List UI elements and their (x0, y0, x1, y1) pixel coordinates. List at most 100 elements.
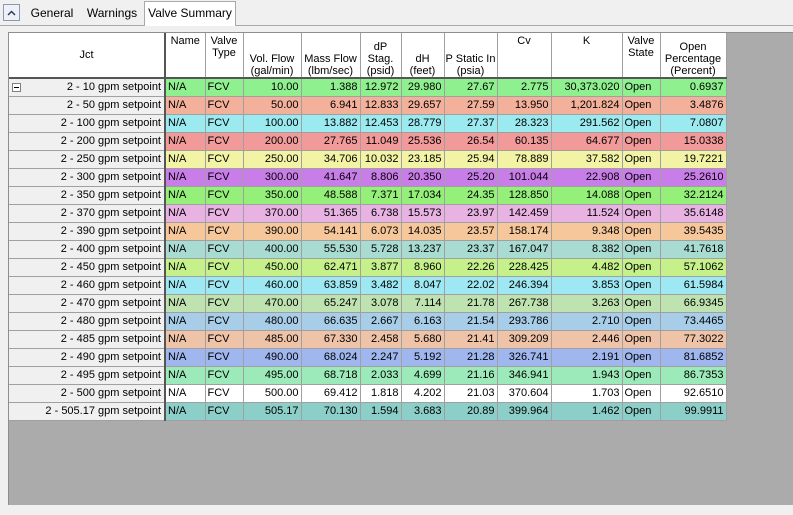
cell-name[interactable]: N/A (165, 150, 206, 169)
cell-name[interactable]: N/A (165, 186, 206, 205)
cell-vol-flow[interactable]: 460.00 (243, 276, 302, 295)
table-row[interactable]: 2 - 50 gpm setpoint N/A FCV 50.00 6.941 12.83… (9, 96, 727, 115)
cell-cv[interactable]: 2.775 (497, 78, 552, 97)
cell-cv[interactable]: 78.889 (497, 150, 552, 169)
cell-dp-stag[interactable]: 7.371 (360, 186, 402, 205)
cell-cv[interactable]: 167.047 (497, 240, 552, 259)
cell-dh[interactable]: 5.192 (401, 348, 445, 367)
row-header-jct[interactable]: 2 - 470 gpm setpoint (9, 294, 166, 313)
row-header-jct[interactable]: 2 - 200 gpm setpoint (9, 132, 166, 151)
table-row[interactable]: 2 - 470 gpm setpoint N/A FCV 470.00 65.247 3.… (9, 294, 727, 313)
cell-dh[interactable]: 6.163 (401, 312, 445, 331)
row-header-jct[interactable]: 2 - 495 gpm setpoint (9, 366, 166, 385)
cell-dh[interactable]: 25.536 (401, 132, 445, 151)
cell-k[interactable]: 1.943 (551, 366, 623, 385)
cell-cv[interactable]: 228.425 (497, 258, 552, 277)
cell-open-percentage[interactable]: 77.3022 (660, 330, 727, 349)
cell-dp-stag[interactable]: 6.738 (360, 204, 402, 223)
cell-dh[interactable]: 7.114 (401, 294, 445, 313)
cell-open-percentage[interactable]: 57.1062 (660, 258, 727, 277)
cell-cv[interactable]: 13.950 (497, 96, 552, 115)
cell-dh[interactable]: 4.699 (401, 366, 445, 385)
row-header-jct[interactable]: 2 - 350 gpm setpoint (9, 186, 166, 205)
cell-name[interactable]: N/A (165, 402, 206, 421)
cell-dp-stag[interactable]: 3.078 (360, 294, 402, 313)
cell-open-percentage[interactable]: 73.4465 (660, 312, 727, 331)
cell-name[interactable]: N/A (165, 168, 206, 187)
cell-open-percentage[interactable]: 86.7353 (660, 366, 727, 385)
tab-valve-summary[interactable]: Valve Summary (144, 1, 236, 26)
cell-valve-state[interactable]: Open (622, 366, 661, 385)
cell-valve-state[interactable]: Open (622, 258, 661, 277)
cell-mass-flow[interactable]: 41.647 (301, 168, 361, 187)
cell-cv[interactable]: 101.044 (497, 168, 552, 187)
cell-dh[interactable]: 29.657 (401, 96, 445, 115)
cell-p-static-in[interactable]: 23.57 (444, 222, 498, 241)
cell-dp-stag[interactable]: 1.818 (360, 384, 402, 403)
row-header-jct[interactable]: 2 - 505.17 gpm setpoint (9, 402, 166, 421)
col-header-valve-state[interactable]: Valve State (622, 33, 661, 79)
cell-vol-flow[interactable]: 400.00 (243, 240, 302, 259)
cell-mass-flow[interactable]: 51.365 (301, 204, 361, 223)
cell-open-percentage[interactable]: 81.6852 (660, 348, 727, 367)
col-header-open-percentage[interactable]: Open Percentage (Percent) (660, 33, 727, 79)
cell-p-static-in[interactable]: 25.20 (444, 168, 498, 187)
col-header-dh[interactable]: dH (feet) (401, 33, 445, 79)
cell-k[interactable]: 30,373.020 (551, 78, 623, 97)
cell-p-static-in[interactable]: 25.94 (444, 150, 498, 169)
cell-k[interactable]: 22.908 (551, 168, 623, 187)
cell-k[interactable]: 64.677 (551, 132, 623, 151)
cell-name[interactable]: N/A (165, 294, 206, 313)
cell-vol-flow[interactable]: 250.00 (243, 150, 302, 169)
cell-k[interactable]: 1,201.824 (551, 96, 623, 115)
cell-valve-type[interactable]: FCV (205, 312, 244, 331)
cell-valve-state[interactable]: Open (622, 240, 661, 259)
cell-dh[interactable]: 28.779 (401, 114, 445, 133)
cell-dp-stag[interactable]: 3.482 (360, 276, 402, 295)
row-header-jct[interactable]: 2 - 50 gpm setpoint (9, 96, 166, 115)
cell-p-static-in[interactable]: 21.03 (444, 384, 498, 403)
cell-k[interactable]: 1.703 (551, 384, 623, 403)
cell-name[interactable]: N/A (165, 240, 206, 259)
cell-cv[interactable]: 158.174 (497, 222, 552, 241)
cell-vol-flow[interactable]: 485.00 (243, 330, 302, 349)
cell-dh[interactable]: 23.185 (401, 150, 445, 169)
cell-dh[interactable]: 14.035 (401, 222, 445, 241)
cell-vol-flow[interactable]: 495.00 (243, 366, 302, 385)
cell-p-static-in[interactable]: 27.59 (444, 96, 498, 115)
cell-k[interactable]: 9.348 (551, 222, 623, 241)
cell-valve-type[interactable]: FCV (205, 294, 244, 313)
cell-valve-state[interactable]: Open (622, 96, 661, 115)
cell-vol-flow[interactable]: 490.00 (243, 348, 302, 367)
cell-p-static-in[interactable]: 27.37 (444, 114, 498, 133)
cell-k[interactable]: 2.191 (551, 348, 623, 367)
row-header-jct[interactable]: 2 - 480 gpm setpoint (9, 312, 166, 331)
cell-dp-stag[interactable]: 2.458 (360, 330, 402, 349)
row-header-jct[interactable]: 2 - 250 gpm setpoint (9, 150, 166, 169)
table-row[interactable]: 2 - 350 gpm setpoint N/A FCV 350.00 48.588 7.… (9, 186, 727, 205)
cell-vol-flow[interactable]: 10.00 (243, 78, 302, 97)
cell-dp-stag[interactable]: 2.667 (360, 312, 402, 331)
cell-valve-type[interactable]: FCV (205, 204, 244, 223)
cell-valve-state[interactable]: Open (622, 78, 661, 97)
collapse-group-icon[interactable] (12, 83, 21, 92)
table-row[interactable]: 2 - 100 gpm setpoint N/A FCV 100.00 13.882 12… (9, 114, 727, 133)
cell-open-percentage[interactable]: 92.6510 (660, 384, 727, 403)
col-header-jct[interactable]: Jct (9, 33, 166, 79)
table-row[interactable]: 2 - 485 gpm setpoint N/A FCV 485.00 67.330 2.… (9, 330, 727, 349)
cell-mass-flow[interactable]: 62.471 (301, 258, 361, 277)
cell-name[interactable]: N/A (165, 276, 206, 295)
cell-mass-flow[interactable]: 1.388 (301, 78, 361, 97)
cell-vol-flow[interactable]: 100.00 (243, 114, 302, 133)
col-header-mass-flow[interactable]: Mass Flow (lbm/sec) (301, 33, 361, 79)
cell-cv[interactable]: 346.941 (497, 366, 552, 385)
cell-valve-type[interactable]: FCV (205, 330, 244, 349)
cell-valve-type[interactable]: FCV (205, 402, 244, 421)
cell-mass-flow[interactable]: 69.412 (301, 384, 361, 403)
cell-dh[interactable]: 3.683 (401, 402, 445, 421)
cell-valve-type[interactable]: FCV (205, 150, 244, 169)
cell-valve-state[interactable]: Open (622, 276, 661, 295)
cell-k[interactable]: 1.462 (551, 402, 623, 421)
row-header-jct[interactable]: 2 - 390 gpm setpoint (9, 222, 166, 241)
cell-name[interactable]: N/A (165, 258, 206, 277)
